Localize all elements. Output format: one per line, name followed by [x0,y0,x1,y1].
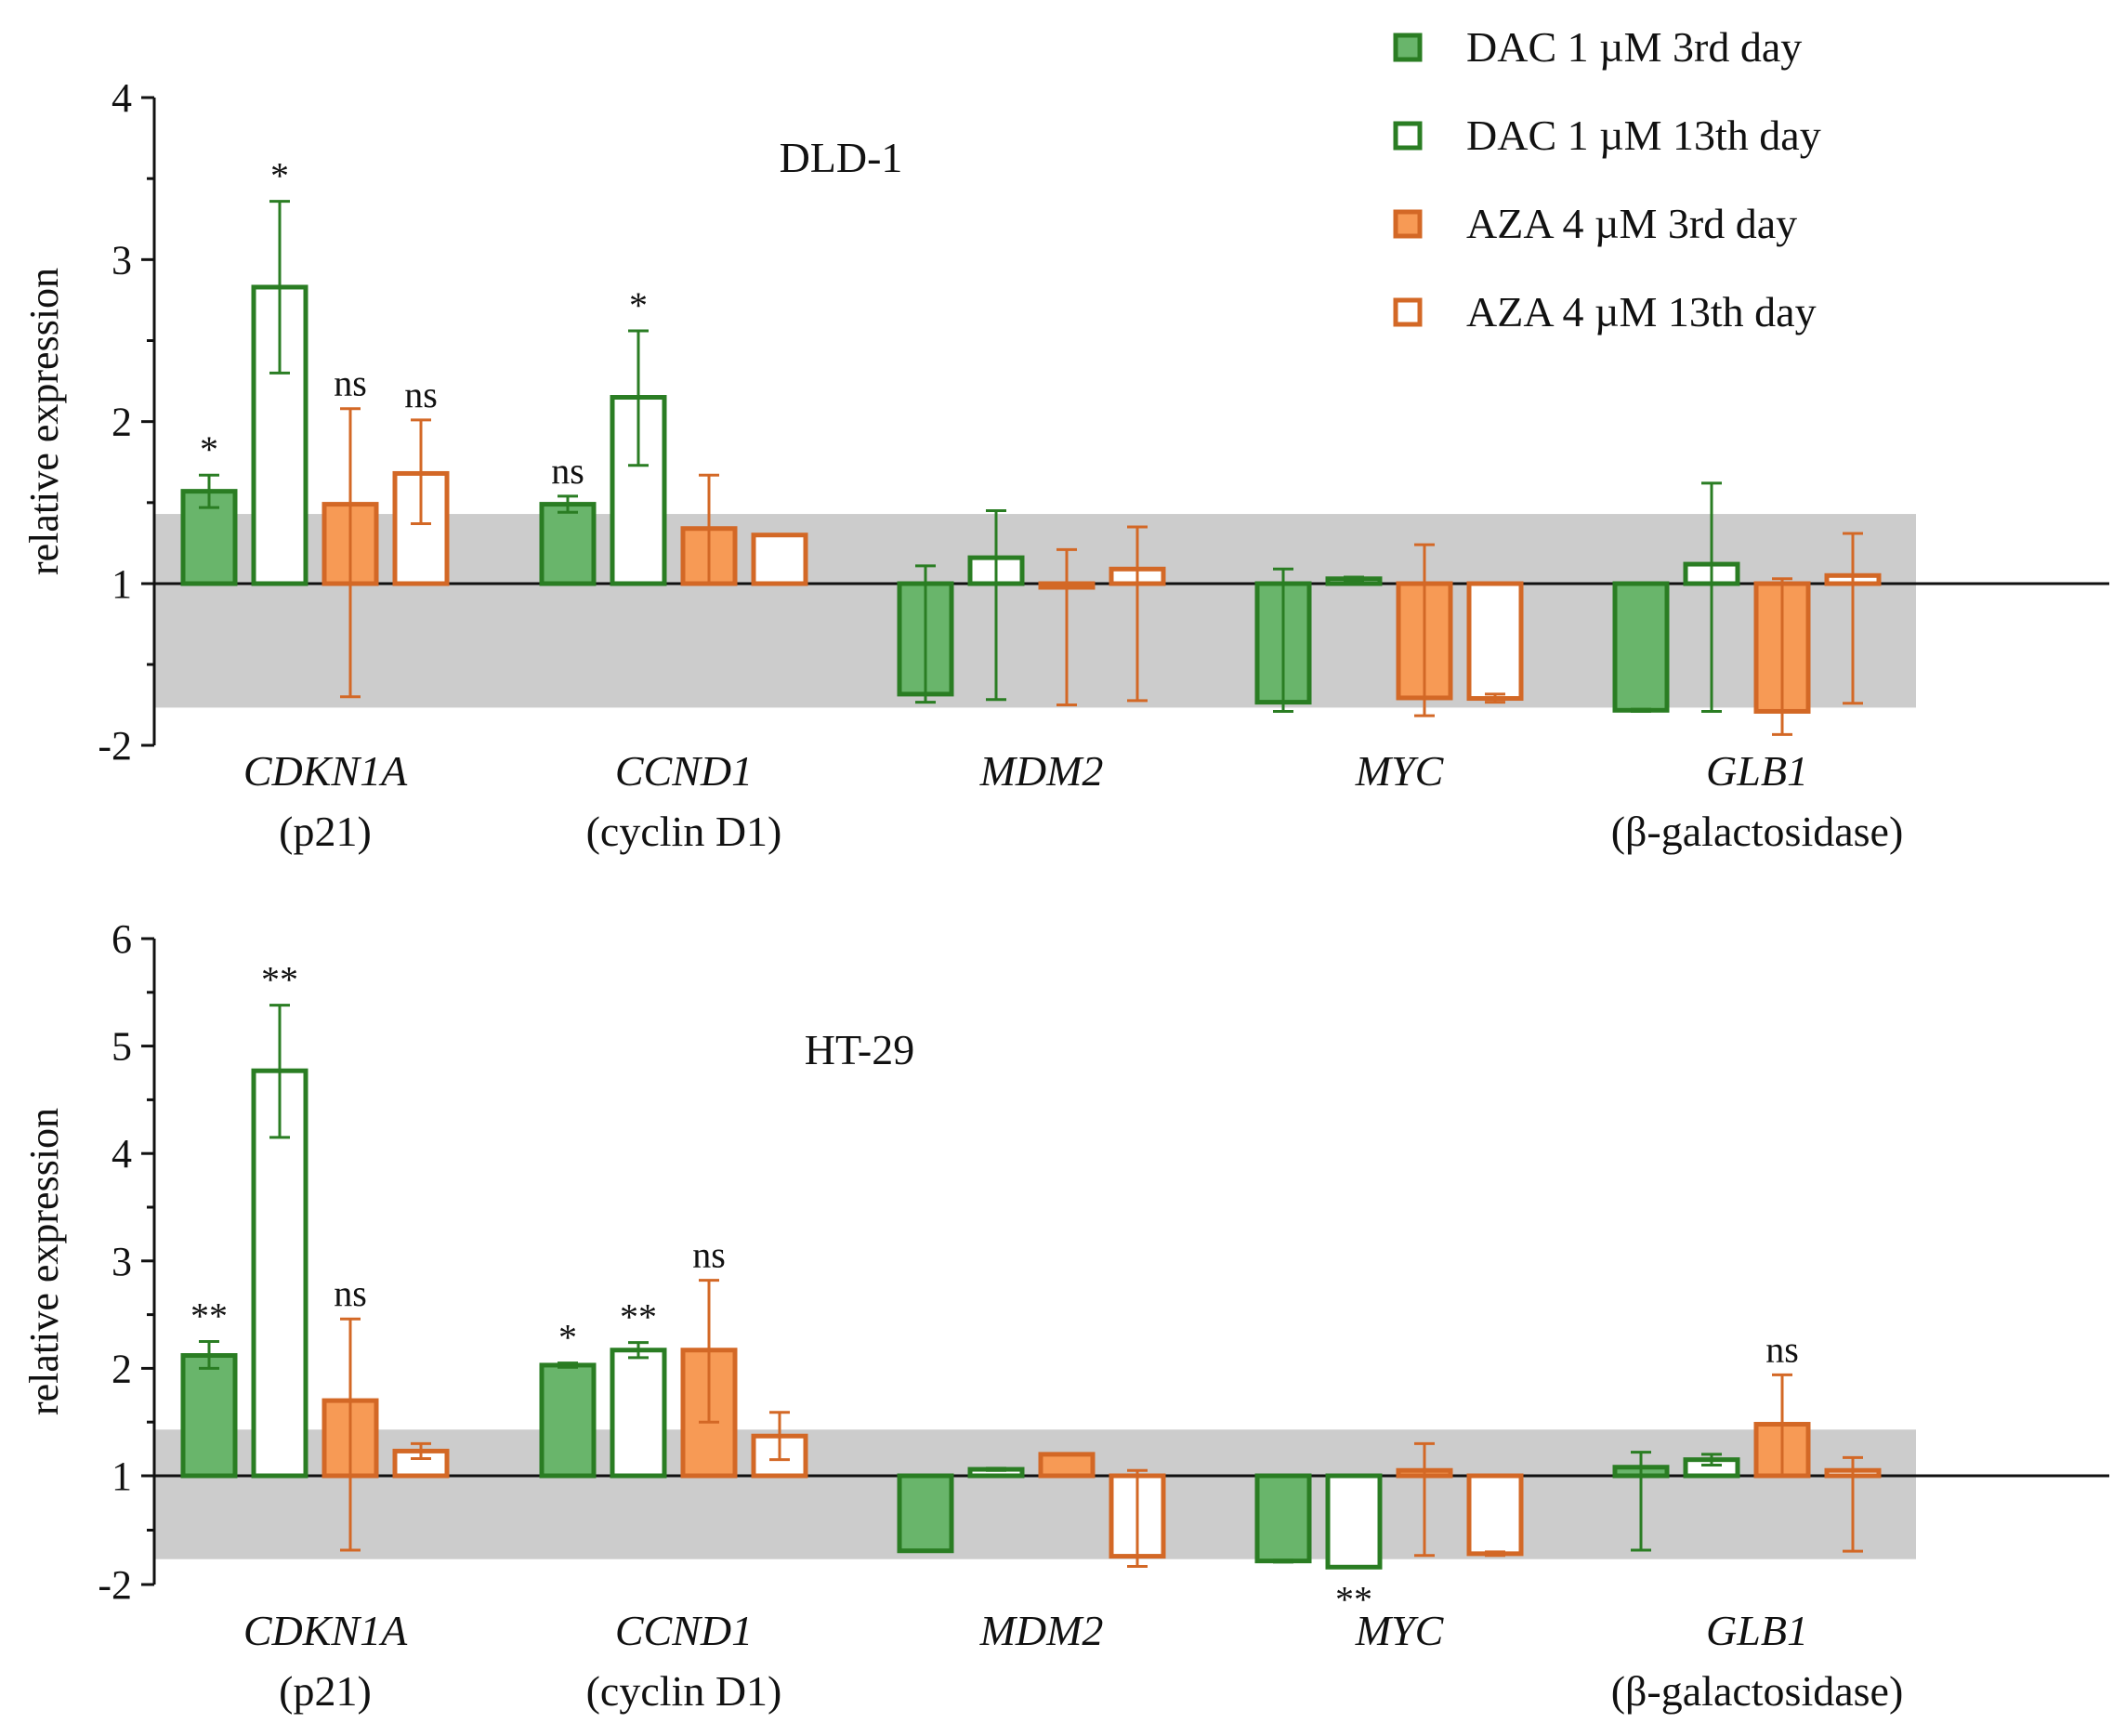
category-label: MDM2 [979,1607,1104,1654]
bar [539,502,597,586]
significance-label: ns [334,362,367,404]
legend-item: AZA 4 µM 3rd day [1393,200,1797,247]
legend-item: DAC 1 µM 3rd day [1393,23,1802,71]
category-sublabel: (cyclin D1) [586,1667,782,1715]
category-label: MYC [1355,747,1445,795]
chart-panel-dld1: DLD-1 relative expression -2 1 2 3 4 * ns * * ns… [21,75,2109,855]
panel-title: HT-29 [805,1026,914,1073]
y-tick-label: -2 [98,1562,132,1608]
category-labels: CDKN1A (p21) CCND1 (cyclin D1) MDM2 MYC … [243,1607,1903,1715]
bar [180,489,238,586]
y-tick-label: -2 [98,723,132,769]
y-tick-label: 1 [112,561,132,607]
legend-label: AZA 4 µM 13th day [1466,288,1817,335]
legend: DAC 1 µM 3rd day DAC 1 µM 13th day AZA 4… [1393,23,1821,335]
bar [1466,1473,1524,1557]
legend-label: DAC 1 µM 3rd day [1466,23,1802,71]
legend-swatch [1393,297,1423,327]
bar [1612,581,1670,713]
bars: *ns**ns ns [180,155,1882,736]
y-tick-label: 4 [112,1131,132,1177]
y-tick-label: 2 [112,400,132,445]
y-tick-label: 1 [112,1453,132,1499]
legend-swatch [1393,121,1423,151]
bar [1325,1473,1383,1570]
category-label: GLB1 [1706,747,1808,795]
y-tick-label: 5 [112,1024,132,1070]
significance-label: ns [692,1234,726,1276]
significance-label: ns [551,450,584,492]
category-sublabel: (cyclin D1) [586,808,782,855]
legend-item: AZA 4 µM 13th day [1393,288,1817,335]
category-label: MDM2 [979,747,1104,795]
significance-label: ns [404,374,438,415]
significance-label: * [270,155,289,197]
significance-label: ** [190,1295,228,1337]
significance-label: ** [1335,1578,1372,1620]
significance-label: ns [334,1272,367,1314]
legend-label: AZA 4 µM 3rd day [1466,200,1797,247]
legend-label: DAC 1 µM 13th day [1466,112,1821,159]
y-tick-label: 2 [112,1346,132,1391]
category-label: CCND1 [615,1607,753,1654]
category-label: CCND1 [615,747,753,795]
bar [897,1473,954,1554]
category-label: CDKN1A [243,747,408,795]
y-ticks: -2 1 2 3 4 [98,75,154,769]
category-label: GLB1 [1706,1607,1808,1654]
category-sublabel: (p21) [279,1667,372,1715]
legend-item: DAC 1 µM 13th day [1393,112,1821,159]
category-label: MYC [1355,1607,1445,1654]
bar [751,533,808,586]
y-tick-label: 4 [112,75,132,121]
significance-label: * [629,284,648,326]
bar [1254,1473,1312,1564]
category-labels: CDKN1A (p21) CCND1 (cyclin D1) MDM2 MYC … [243,747,1903,855]
category-label: CDKN1A [243,1607,408,1654]
bar [180,1353,238,1479]
significance-label: * [558,1317,577,1359]
category-sublabel: (p21) [279,808,372,855]
legend-swatch [1393,209,1423,239]
y-tick-label: 3 [112,1239,132,1284]
significance-label: ns [1765,1328,1799,1370]
y-tick-label: 6 [112,916,132,962]
significance-label: * [200,428,218,470]
panel-title: DLD-1 [780,134,903,181]
category-sublabel: (β-galactosidase) [1611,808,1904,855]
significance-label: ** [620,1296,657,1338]
y-axis-label: relative expression [21,268,67,575]
bar [1038,1452,1096,1479]
bar [539,1362,597,1479]
y-ticks: -2 1 2 3 4 5 6 [98,916,154,1608]
legend-swatch [1393,33,1423,62]
y-tick-label: 3 [112,237,132,283]
category-sublabel: (β-galactosidase) [1611,1667,1904,1715]
y-axis-label: relative expression [21,1108,67,1415]
significance-label: ** [261,959,298,1001]
bar [1466,581,1524,702]
bar [610,1348,667,1479]
